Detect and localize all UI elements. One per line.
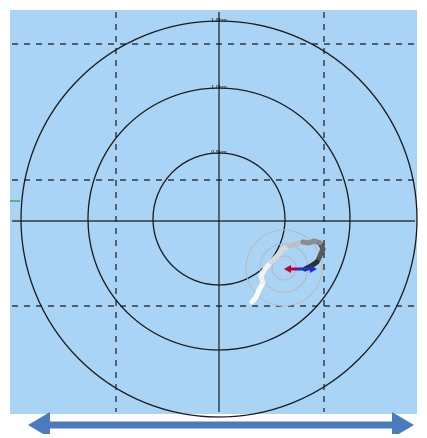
track-point [256,287,262,293]
track-point [317,253,323,259]
track-point [268,259,274,265]
red-vector-arrowhead [284,265,291,273]
track-point [258,273,264,279]
proximity-ring-outer [245,229,323,307]
track-point [279,247,285,253]
horizontal-scroll-arrow[interactable] [28,412,414,438]
scroll-right-arrowhead-icon[interactable] [392,412,414,438]
track-point [293,241,299,247]
track-point [317,240,323,246]
scroll-left-arrowhead-icon[interactable] [28,412,50,438]
vessel-track [249,238,326,305]
range-ring-outer [20,20,418,418]
ring-label-inner: 0.5km [211,150,227,156]
track-point [249,299,255,305]
range-ring-inner [152,152,286,286]
radar-background [10,10,417,414]
blue-vector-arrowhead [310,265,317,273]
ring-label-outer: 1.5km [211,18,227,24]
crosshair [12,12,415,412]
range-ring-middle [87,87,351,351]
ring-labels: 1.5km 1.0km 0.5km [211,18,227,156]
range-rings [20,20,418,418]
ring-label-middle: 1.0km [211,85,227,91]
motion-vectors [284,265,317,273]
track-point [306,240,312,246]
